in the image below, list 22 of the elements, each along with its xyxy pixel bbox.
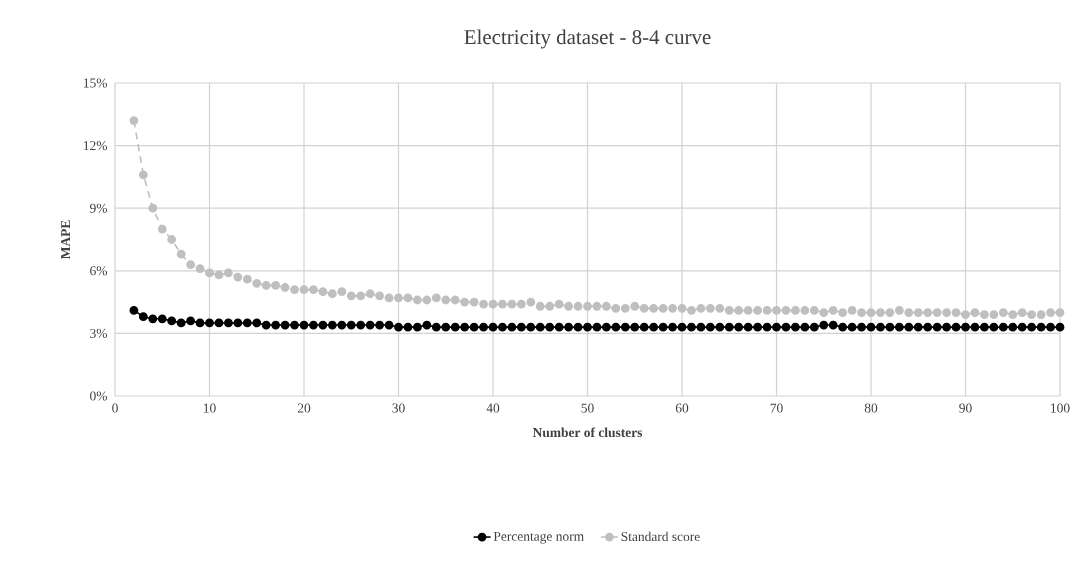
legend-label: Standard score — [621, 531, 700, 542]
y-tick-label: 9% — [89, 203, 108, 213]
x-tick-label: 70 — [770, 403, 783, 413]
legend-label: Percentage norm — [493, 531, 584, 544]
chart-title: Electricity dataset - 8-4 curve — [464, 29, 711, 49]
x-tick-label: 80 — [864, 403, 878, 413]
y-tick-label: 15% — [84, 78, 108, 88]
x-tick-label: 100 — [1051, 403, 1070, 413]
x-tick-label: 40 — [486, 403, 500, 413]
x-tick-label: 30 — [392, 403, 405, 413]
x-tick-label: 60 — [675, 403, 689, 413]
y-axis-title: MAPE — [61, 220, 70, 260]
y-tick-label: 12% — [84, 141, 108, 151]
x-tick-label: 10 — [203, 403, 216, 413]
x-tick-label: 90 — [959, 403, 972, 413]
x-axis-title: Number of clusters — [532, 427, 643, 438]
x-tick-label: 0 — [112, 403, 118, 413]
y-tick-label: 0% — [90, 391, 108, 401]
y-tick-label: 3% — [90, 328, 108, 338]
x-tick-label: 50 — [581, 403, 594, 413]
y-tick-label: 6% — [90, 266, 108, 276]
x-tick-label: 20 — [297, 403, 311, 413]
